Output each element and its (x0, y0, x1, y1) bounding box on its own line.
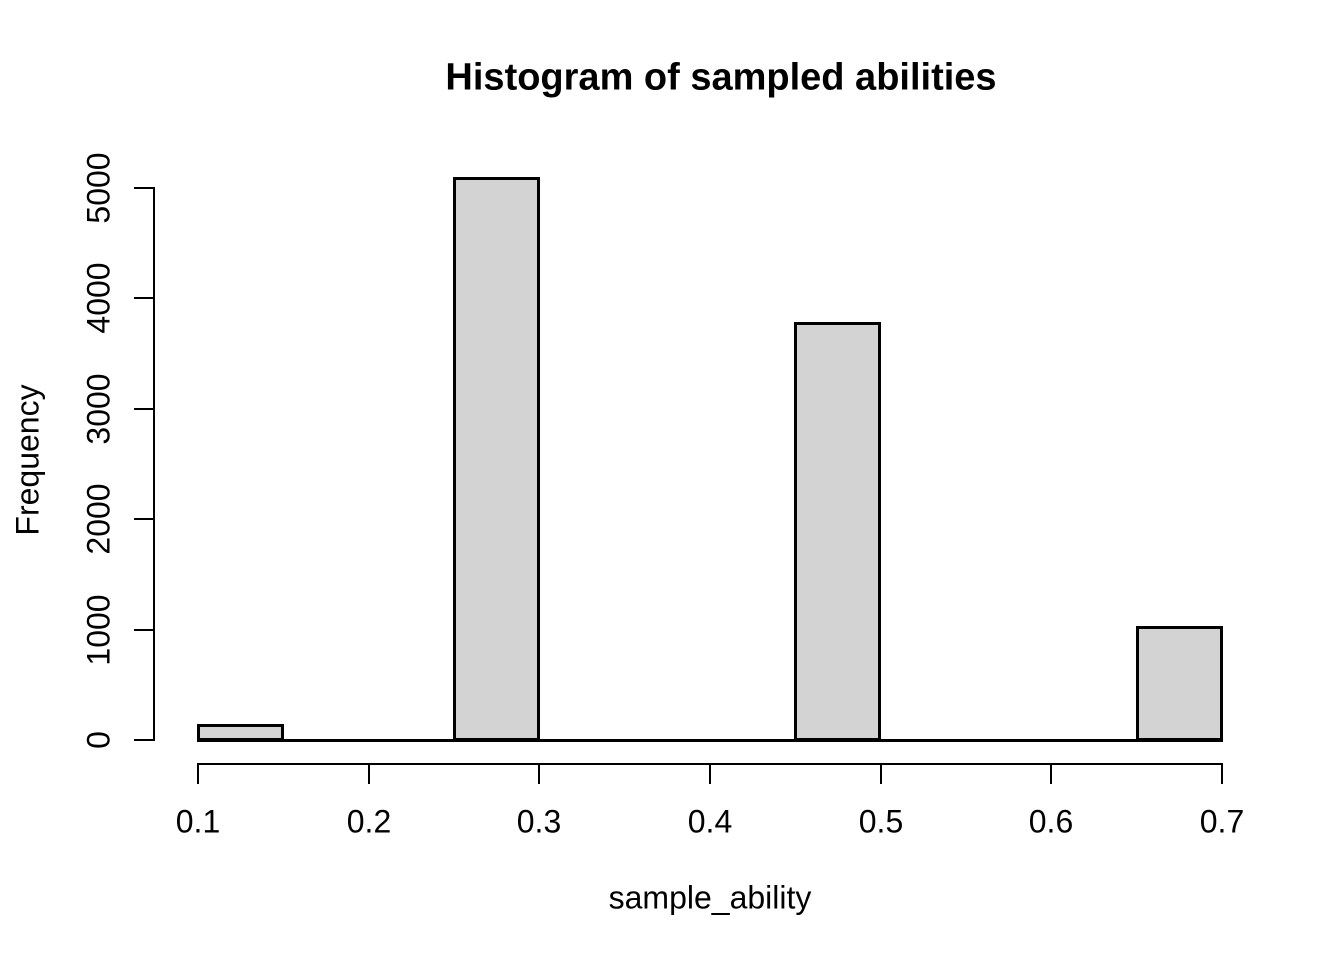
histogram-bar (197, 724, 284, 741)
y-tick-label: 5000 (80, 152, 117, 224)
y-tick (134, 187, 153, 189)
x-tick (197, 765, 199, 784)
x-tick-label: 0.1 (175, 803, 221, 840)
x-tick (709, 765, 711, 784)
x-tick-label: 0.5 (858, 803, 904, 840)
y-tick (134, 518, 153, 520)
x-tick-label: 0.3 (516, 803, 562, 840)
x-tick (368, 765, 370, 784)
x-tick-label: 0.6 (1028, 803, 1074, 840)
x-tick (538, 765, 540, 784)
x-axis-title: sample_ability (608, 879, 812, 916)
y-tick-label: 1000 (80, 594, 117, 666)
y-tick-label: 2000 (80, 483, 117, 555)
x-tick (1221, 765, 1223, 784)
y-tick (134, 629, 153, 631)
x-tick-label: 0.4 (687, 803, 733, 840)
y-tick-label: 4000 (80, 262, 117, 334)
histogram-baseline (197, 739, 1223, 742)
y-axis-title: Frequency (9, 384, 46, 536)
chart-title: Histogram of sampled abilities (445, 56, 997, 99)
y-tick-label: 3000 (80, 373, 117, 445)
histogram-bar (453, 177, 540, 741)
y-tick (134, 297, 153, 299)
x-tick (1050, 765, 1052, 784)
x-tick (880, 765, 882, 784)
x-axis-line (197, 763, 1223, 765)
y-axis-line (153, 187, 155, 741)
x-tick-label: 0.7 (1199, 803, 1245, 840)
y-tick (134, 408, 153, 410)
y-tick-label: 0 (80, 731, 117, 749)
x-tick-label: 0.2 (346, 803, 392, 840)
histogram-bar (794, 322, 881, 741)
y-tick (134, 739, 153, 741)
histogram-bar (1136, 626, 1223, 741)
